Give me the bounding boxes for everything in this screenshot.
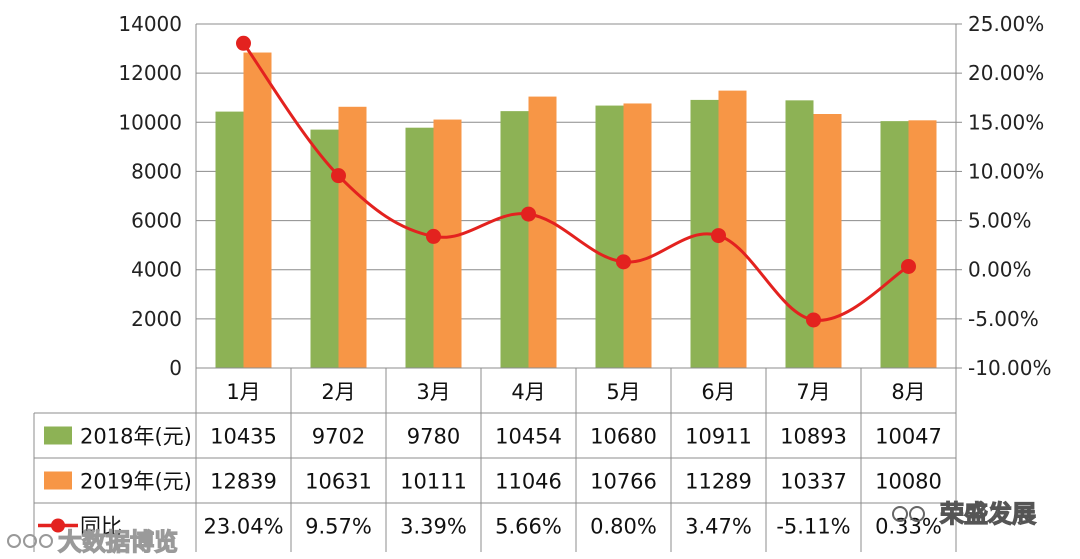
yoy-point xyxy=(521,206,536,222)
table-cell: 9702 xyxy=(312,425,365,449)
right-axis-ticks: -10.00% -5.00% 0.00% 5.00% 10.00% 15.00% 20.00… xyxy=(968,12,1051,380)
bar-2018 xyxy=(785,100,814,368)
bar-2018 xyxy=(405,127,434,368)
table-cell: 10337 xyxy=(780,470,847,494)
table-cell: 10911 xyxy=(685,425,752,449)
category-label: 6月 xyxy=(701,380,735,404)
table-cell: 3.39% xyxy=(400,515,467,539)
right-tick-label: 20.00% xyxy=(968,61,1044,85)
yoy-point xyxy=(901,258,916,274)
table-cell: 0.80% xyxy=(590,515,657,539)
bar-2019 xyxy=(528,96,557,369)
left-tick-label: 8000 xyxy=(131,159,182,183)
bar-2018 xyxy=(880,121,909,368)
table-cell: 0.33% xyxy=(875,515,942,539)
bar-2018 xyxy=(500,111,529,369)
right-tick-label: 0.00% xyxy=(968,258,1032,282)
yoy-point xyxy=(711,228,726,244)
table-cell: 11289 xyxy=(685,470,752,494)
category-label: 4月 xyxy=(511,380,545,404)
table-cell: 12839 xyxy=(210,470,277,494)
legend-marker xyxy=(51,518,65,533)
table-cell: 23.04% xyxy=(203,515,283,539)
table-cell: 9780 xyxy=(407,425,460,449)
right-tick-label: -10.00% xyxy=(968,356,1051,380)
left-tick-label: 10000 xyxy=(118,110,182,134)
legend-label: 2019年(元) xyxy=(80,470,192,494)
table-cell: 10631 xyxy=(305,470,372,494)
left-tick-label: 4000 xyxy=(131,258,182,282)
table-cell: 10680 xyxy=(590,425,657,449)
bar-2019 xyxy=(433,119,462,368)
table-cell: 10111 xyxy=(400,470,467,494)
watermark-bottom-left: 大数据博览 xyxy=(58,528,178,556)
yoy-point xyxy=(806,312,821,328)
watermark-bottom-right: 荣盛发展 xyxy=(940,500,1036,528)
bar-2019 xyxy=(338,106,367,369)
legend-swatch xyxy=(44,426,72,445)
table-cell: 10080 xyxy=(875,470,942,494)
category-label: 1月 xyxy=(226,380,260,404)
category-label: 2月 xyxy=(321,380,355,404)
watermark-bottom-left-icon xyxy=(7,534,53,548)
legend-swatch xyxy=(44,471,72,490)
bar-2019 xyxy=(243,52,272,368)
watermark-bottom-right-icon xyxy=(892,506,925,522)
yoy-point xyxy=(426,228,441,244)
yoy-point xyxy=(616,254,631,270)
table-cell: -5.11% xyxy=(776,515,850,539)
yoy-point xyxy=(331,168,346,184)
table-cell: 10766 xyxy=(590,470,657,494)
left-tick-label: 12000 xyxy=(118,61,182,85)
category-label: 7月 xyxy=(796,380,830,404)
data-table: 1月 2月 3月 4月 5月 6月 7月 8月 2018年(元) 10435 9702 9780 104… xyxy=(33,367,957,552)
gridlines xyxy=(196,23,956,320)
yoy-line-series xyxy=(236,35,916,328)
table-cell: 10435 xyxy=(210,425,277,449)
bar-2019 xyxy=(623,103,652,369)
table-cell: 10893 xyxy=(780,425,847,449)
legend-label: 2018年(元) xyxy=(80,425,192,449)
legend-label: 同比 xyxy=(80,515,122,539)
right-tick-label: -5.00% xyxy=(968,307,1039,331)
right-tick-label: 10.00% xyxy=(968,159,1044,183)
bar-2019 xyxy=(718,90,747,368)
table-cell: 9.57% xyxy=(305,515,372,539)
bar-2019 xyxy=(813,114,842,368)
left-tick-label: 2000 xyxy=(131,307,182,331)
left-tick-label: 14000 xyxy=(118,12,182,36)
bar-2018 xyxy=(310,129,339,368)
table-cell: 11046 xyxy=(495,470,562,494)
bar-2018 xyxy=(215,111,244,369)
table-cell: 3.47% xyxy=(685,515,752,539)
left-axis-ticks: 0 2000 4000 6000 8000 10000 12000 14000 xyxy=(118,12,182,380)
bar-2018 xyxy=(595,105,624,368)
category-label: 3月 xyxy=(416,380,450,404)
table-cell: 10047 xyxy=(875,425,942,449)
right-tick-label: 25.00% xyxy=(968,12,1044,36)
left-tick-label: 6000 xyxy=(131,209,182,233)
right-tick-label: 15.00% xyxy=(968,110,1044,134)
axes xyxy=(195,23,962,369)
table-cell: 10454 xyxy=(495,425,562,449)
watermarks: 大数据博览 荣盛发展 xyxy=(7,499,1037,557)
category-label: 5月 xyxy=(606,380,640,404)
category-label: 8月 xyxy=(891,380,925,404)
left-tick-label: 0 xyxy=(169,356,182,380)
bar-2019 xyxy=(908,120,937,368)
table-cell: 5.66% xyxy=(495,515,562,539)
right-tick-label: 5.00% xyxy=(968,209,1032,233)
yoy-point xyxy=(236,35,251,51)
